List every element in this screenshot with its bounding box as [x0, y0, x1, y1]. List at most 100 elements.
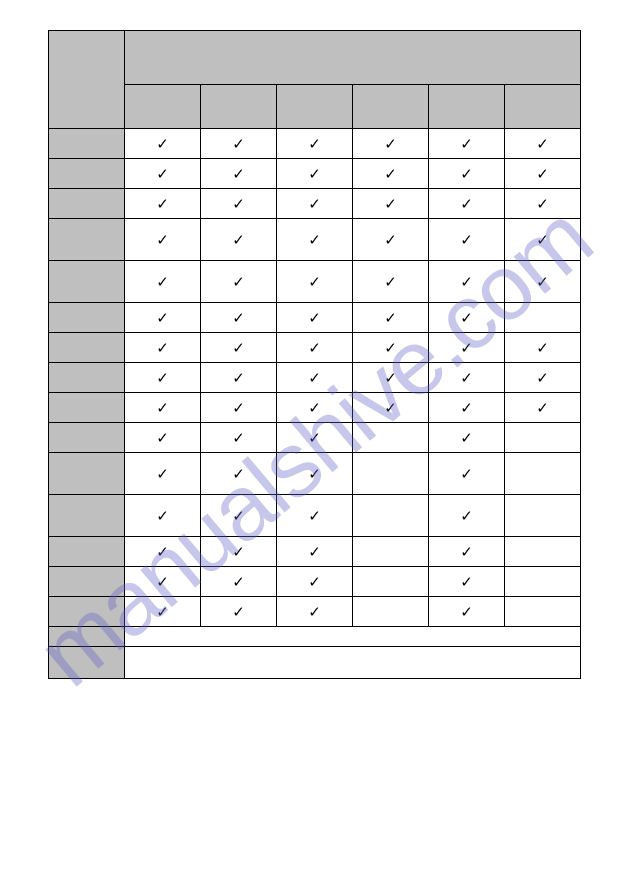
table-cell [429, 303, 505, 333]
table-cell [353, 363, 429, 393]
row-label [49, 333, 125, 363]
table-row [49, 159, 581, 189]
table-cell [505, 495, 581, 537]
col-header [429, 85, 505, 129]
table-cell [201, 129, 277, 159]
table-cell [125, 495, 201, 537]
row-label [49, 261, 125, 303]
table-row [49, 261, 581, 303]
table-cell [505, 567, 581, 597]
header-group [125, 31, 581, 85]
row-label [49, 453, 125, 495]
row-label [49, 219, 125, 261]
table-row [49, 219, 581, 261]
table-footer-row [49, 627, 581, 647]
row-label [49, 647, 125, 679]
row-label [49, 537, 125, 567]
table-cell [277, 303, 353, 333]
table-cell [277, 261, 353, 303]
table-cell [125, 537, 201, 567]
table-cell [505, 597, 581, 627]
table-row [49, 303, 581, 333]
table-cell [353, 219, 429, 261]
table-cell [277, 393, 353, 423]
table-cell [429, 495, 505, 537]
col-header [201, 85, 277, 129]
table-cell [125, 567, 201, 597]
table-cell [277, 495, 353, 537]
table-cell [353, 303, 429, 333]
table-subheader-row [49, 85, 581, 129]
row-label [49, 159, 125, 189]
table-row [49, 393, 581, 423]
table-cell [505, 219, 581, 261]
table-cell [505, 261, 581, 303]
table-cell [201, 495, 277, 537]
table-cell [201, 453, 277, 495]
table-row [49, 129, 581, 159]
table-cell [277, 333, 353, 363]
table-cell [125, 363, 201, 393]
table-cell [429, 597, 505, 627]
footer-cell [125, 627, 581, 647]
table-header-row [49, 31, 581, 85]
table-cell [201, 333, 277, 363]
table-cell [125, 159, 201, 189]
table-cell [429, 393, 505, 423]
table-row [49, 537, 581, 567]
table-cell [505, 537, 581, 567]
table-cell [429, 129, 505, 159]
row-label [49, 129, 125, 159]
table-cell [429, 537, 505, 567]
row-label [49, 495, 125, 537]
table-cell [277, 189, 353, 219]
table-cell [125, 453, 201, 495]
table-cell [353, 129, 429, 159]
col-header [505, 85, 581, 129]
table-row [49, 423, 581, 453]
table-cell [353, 495, 429, 537]
table-cell [353, 537, 429, 567]
table-cell [353, 393, 429, 423]
row-label [49, 627, 125, 647]
table-cell [277, 129, 353, 159]
table-cell [505, 363, 581, 393]
row-label [49, 597, 125, 627]
table-footer-row [49, 647, 581, 679]
table-cell [125, 597, 201, 627]
feature-table [48, 30, 581, 679]
table-cell [277, 423, 353, 453]
table-cell [201, 423, 277, 453]
table-cell [277, 453, 353, 495]
table-cell [429, 261, 505, 303]
table-cell [277, 219, 353, 261]
table-cell [429, 453, 505, 495]
table-cell [429, 219, 505, 261]
table-row [49, 363, 581, 393]
table-cell [429, 363, 505, 393]
table-cell [277, 567, 353, 597]
table-cell [353, 567, 429, 597]
header-corner [49, 31, 125, 129]
col-header [125, 85, 201, 129]
table-cell [353, 261, 429, 303]
row-label [49, 363, 125, 393]
col-header [277, 85, 353, 129]
table-cell [201, 189, 277, 219]
table-cell [505, 423, 581, 453]
table-row [49, 597, 581, 627]
table-cell [125, 129, 201, 159]
table-cell [125, 423, 201, 453]
table-cell [201, 219, 277, 261]
table-cell [353, 423, 429, 453]
table-cell [277, 597, 353, 627]
col-header [353, 85, 429, 129]
table-cell [125, 333, 201, 363]
table-row [49, 567, 581, 597]
table-cell [125, 189, 201, 219]
table-cell [201, 567, 277, 597]
row-label [49, 303, 125, 333]
table-cell [353, 333, 429, 363]
table-cell [429, 567, 505, 597]
table-cell [277, 363, 353, 393]
